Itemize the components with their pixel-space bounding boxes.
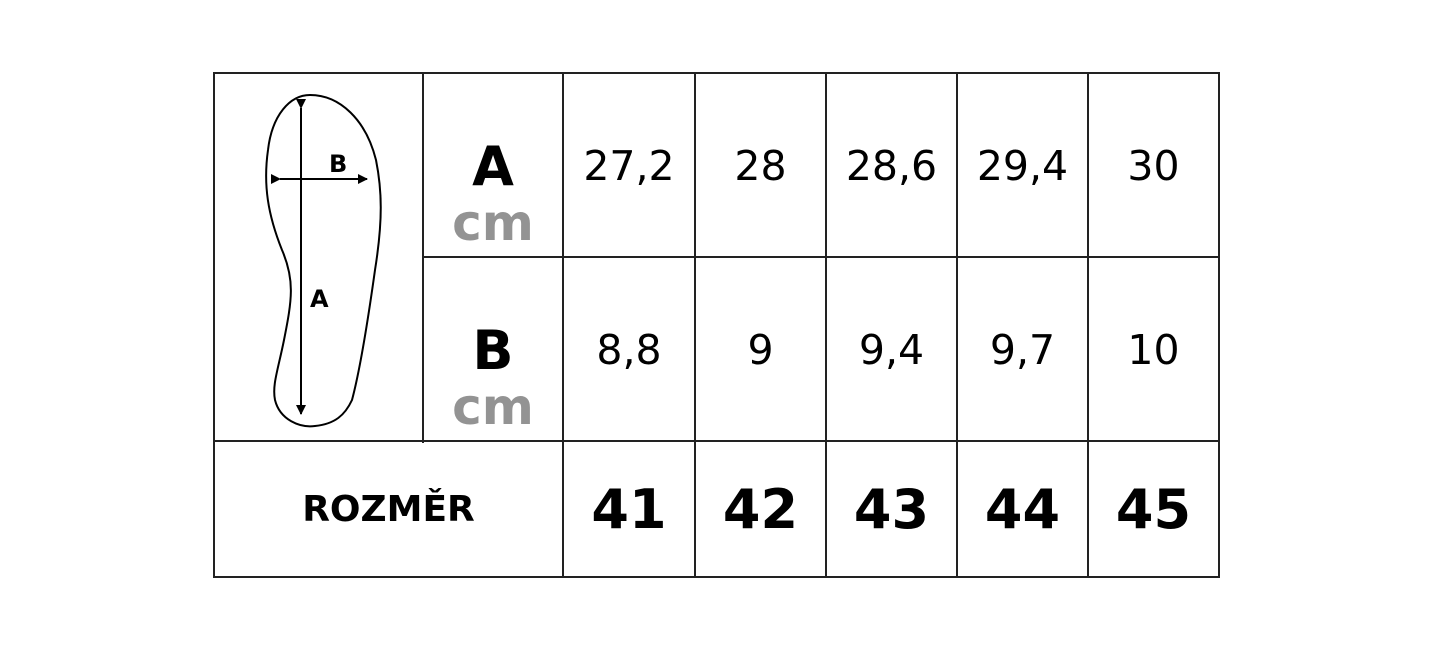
col-divider-1 <box>562 72 564 578</box>
cell-a-44: 29,4 <box>976 141 1069 190</box>
border-right <box>1218 72 1220 578</box>
col-divider-5 <box>1087 72 1089 578</box>
row-unit: cm <box>452 378 534 436</box>
size-45: 45 <box>1115 477 1192 541</box>
border-top <box>213 72 1220 74</box>
cell-b-41: 8,8 <box>596 325 662 374</box>
diagram-label-b: B <box>329 150 348 178</box>
col-divider-2 <box>694 72 696 578</box>
size-43: 43 <box>853 477 930 541</box>
foot-outline <box>265 93 382 428</box>
row-divider-1 <box>423 256 1220 258</box>
cell-b-43: 9,4 <box>858 325 925 374</box>
diagram-label-a: A <box>310 285 329 313</box>
cell-a-45: 30 <box>1127 141 1180 190</box>
row-label: A <box>472 135 514 198</box>
cell-b-42: 9 <box>747 325 774 374</box>
size-41: 41 <box>591 477 667 541</box>
row-label: B <box>472 319 514 382</box>
size-44: 44 <box>984 477 1061 541</box>
col-divider-3 <box>825 72 827 578</box>
cell-a-43: 28,6 <box>845 141 938 190</box>
border-left <box>213 72 215 578</box>
col-divider-0 <box>422 72 424 443</box>
cell-a-42: 28 <box>734 141 787 190</box>
cell-a-41: 27,2 <box>583 141 675 190</box>
border-bottom <box>213 576 1220 578</box>
size-row-label: ROZMĚR <box>302 488 475 530</box>
cell-b-44: 9,7 <box>989 325 1056 374</box>
size-42: 42 <box>722 477 799 541</box>
row-divider-2 <box>213 440 1220 442</box>
row-unit: cm <box>452 194 534 252</box>
cell-b-45: 10 <box>1127 325 1180 374</box>
col-divider-4 <box>956 72 958 578</box>
row-header-b: B cm <box>423 319 563 436</box>
row-header-a: A cm <box>423 135 563 252</box>
